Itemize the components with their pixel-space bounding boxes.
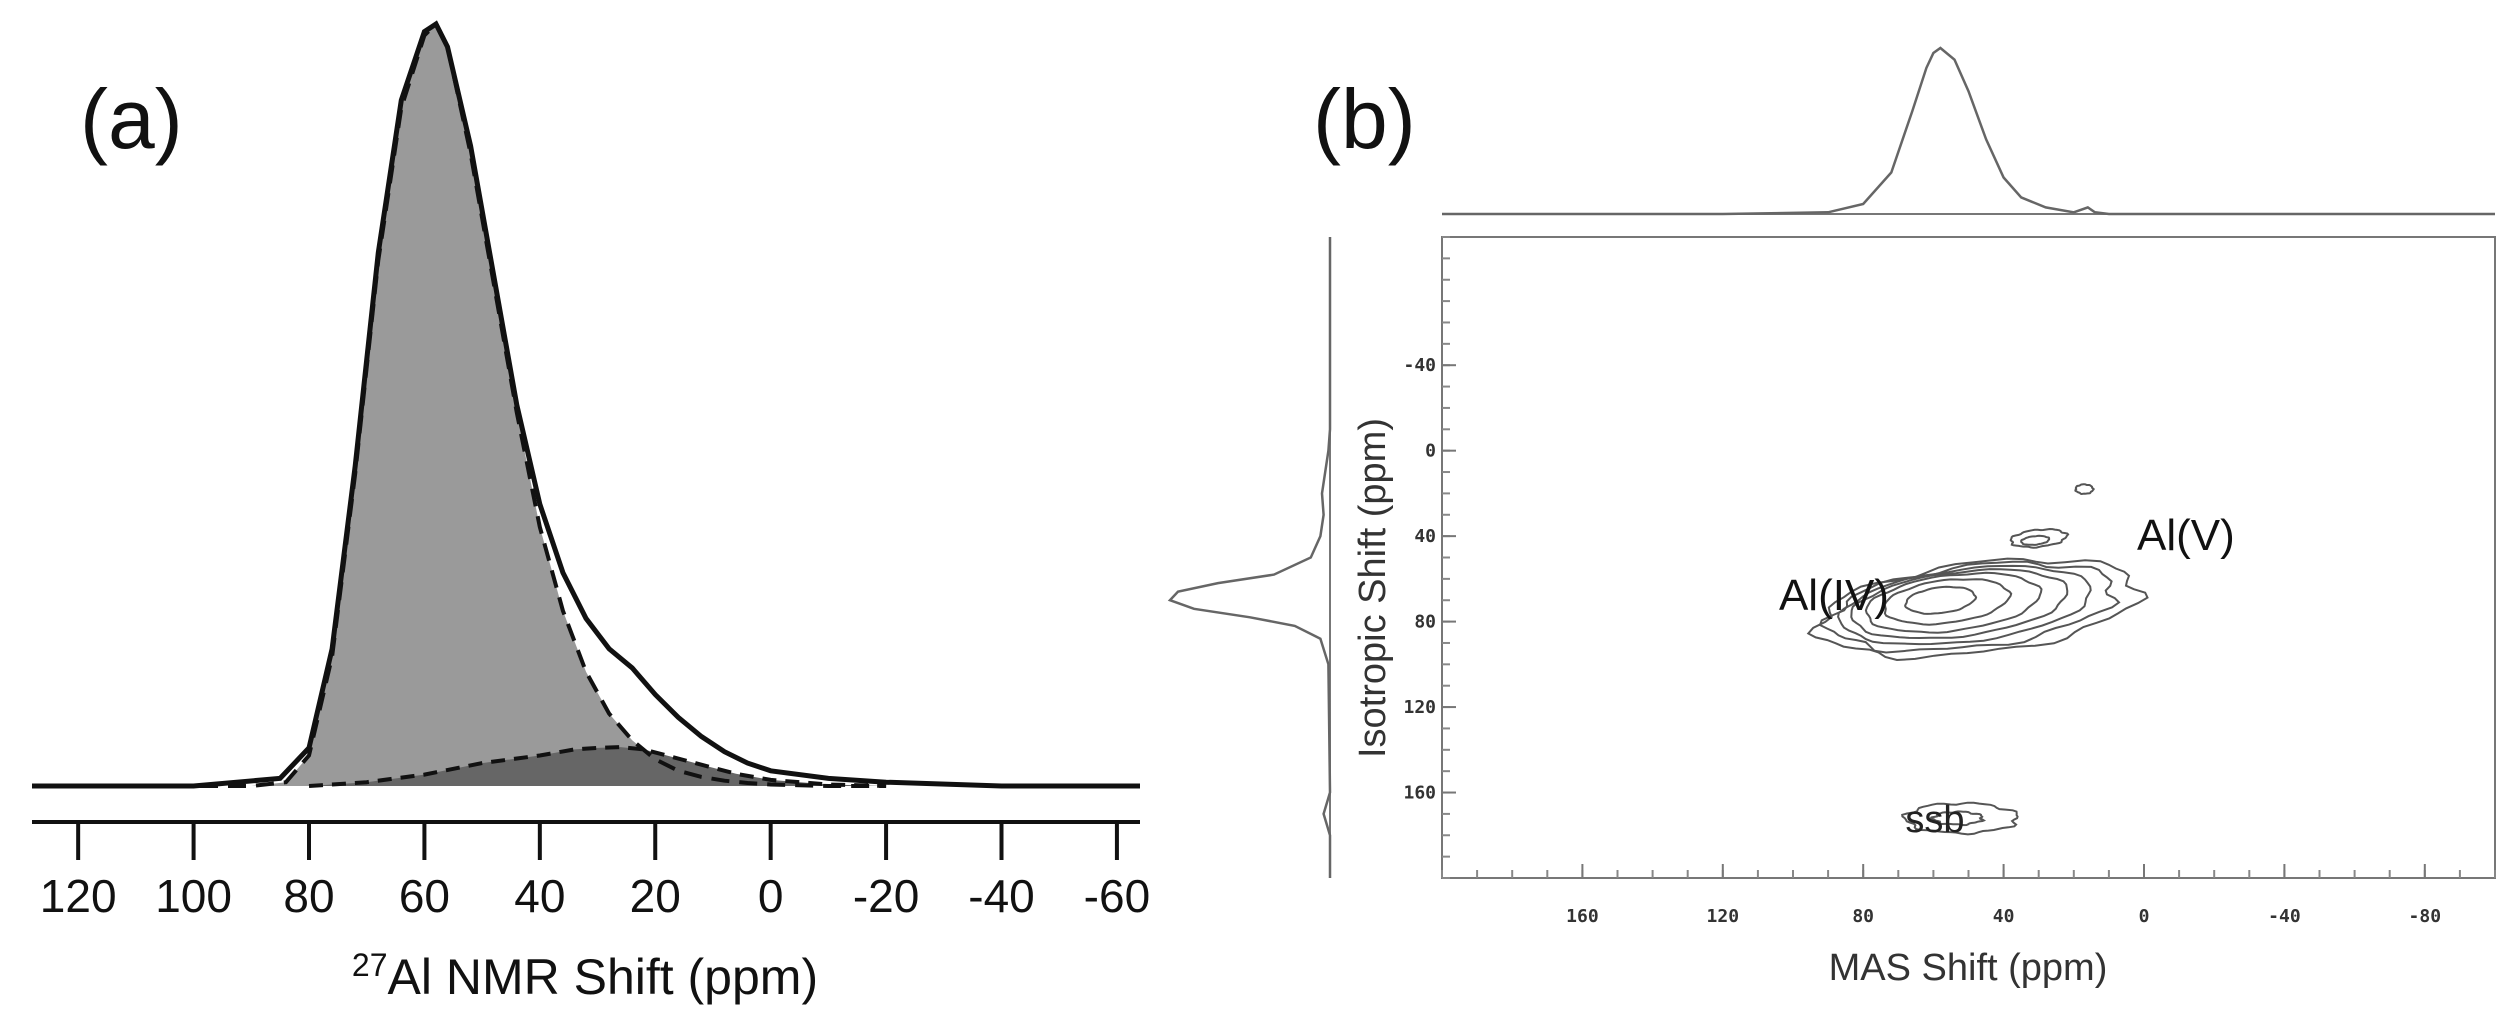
isotropic-projection-line (1167, 237, 1332, 878)
panel-a-spectrum: (a) 120 100 80 60 40 20 0 -20 -40 -60 27Al NMR Sh… (32, 20, 1150, 1005)
al-iv-contour (1904, 585, 1978, 615)
y-tick-label: 120 (1403, 697, 1436, 718)
contour-lines (1806, 483, 2149, 836)
al-iv-contour (1883, 578, 2013, 626)
y-tick-label: 40 (1414, 526, 1436, 547)
x-tick-label: 0 (758, 870, 784, 922)
y-tick-label: 80 (1414, 612, 1436, 633)
x-axis-ticks: 120 100 80 60 40 20 0 -20 -40 -60 (40, 822, 1150, 922)
isotropic-projection (1167, 237, 1332, 878)
y-tick-label: 160 (1403, 783, 1436, 804)
x-tick-label: -40 (2268, 906, 2301, 927)
ssb-contour (1901, 801, 2019, 836)
mas-projection-line (1442, 46, 2495, 216)
peak-annotation: Al(V) (2137, 511, 2235, 560)
al-iv-contour (1837, 564, 2092, 646)
x-tick-label: -60 (1084, 870, 1150, 922)
x-tick-label: 0 (2139, 906, 2150, 927)
y-axis-title: Isotropic Shift (ppm) (1352, 418, 1394, 758)
x-tick-label: 80 (283, 870, 334, 922)
panel-a-label: (a) (80, 72, 183, 166)
peak-annotations: Al(IV) Al(V) ssb (1779, 511, 2235, 841)
x-tick-label: -40 (968, 870, 1034, 922)
al-iv-contour (1864, 571, 2043, 634)
x-tick-label: 120 (40, 870, 117, 922)
x-tick-label: 160 (1566, 906, 1599, 927)
y-axis-ticks: -40 0 40 80 120 160 (1403, 236, 1456, 879)
x-tick-label: 80 (1852, 906, 1874, 927)
al-v-contour (2009, 527, 2070, 549)
al-iv-fit-line (32, 20, 887, 788)
x-tick-label: 100 (155, 870, 232, 922)
plot-frame (1441, 236, 2496, 879)
al-iv-contour (1806, 557, 2149, 662)
spectrum-lines (32, 20, 1140, 789)
x-axis-title-superscript: 27 (352, 947, 388, 983)
y-tick-label: 0 (1425, 441, 1436, 462)
al-iv-contour (1850, 568, 2069, 640)
x-axis-title: MAS Shift (ppm) (1829, 947, 2108, 989)
x-tick-label: 60 (399, 870, 450, 922)
al-iv-fit-area (32, 24, 887, 786)
mas-projection (1442, 46, 2495, 216)
x-axis-ticks: 160 120 80 40 0 -40 -80 (1441, 864, 2496, 927)
x-tick-label: 20 (630, 870, 681, 922)
y-tick-label: -40 (1403, 355, 1436, 376)
al-v-contour (2020, 534, 2051, 546)
x-tick-label: -20 (853, 870, 919, 922)
x-tick-label: -80 (2409, 906, 2442, 927)
x-tick-label: 40 (514, 870, 565, 922)
panel-b-2d-contour: (b) 160 120 80 40 0 -40 -80 -40 0 40 80 120 160 Al(… (1167, 46, 2496, 989)
peak-annotation: Al(IV) (1779, 571, 1889, 620)
panel-b-label: (b) (1313, 72, 1416, 166)
x-axis-title-text: Al NMR Shift (ppm) (387, 949, 818, 1005)
x-tick-label: 120 (1707, 906, 1740, 927)
minor-contour (2074, 483, 2095, 496)
peak-annotation: ssb (1905, 799, 1964, 841)
x-axis-title: 27Al NMR Shift (ppm) (352, 947, 818, 1005)
x-tick-label: 40 (1993, 906, 2015, 927)
ssb-contour (1929, 810, 1987, 827)
